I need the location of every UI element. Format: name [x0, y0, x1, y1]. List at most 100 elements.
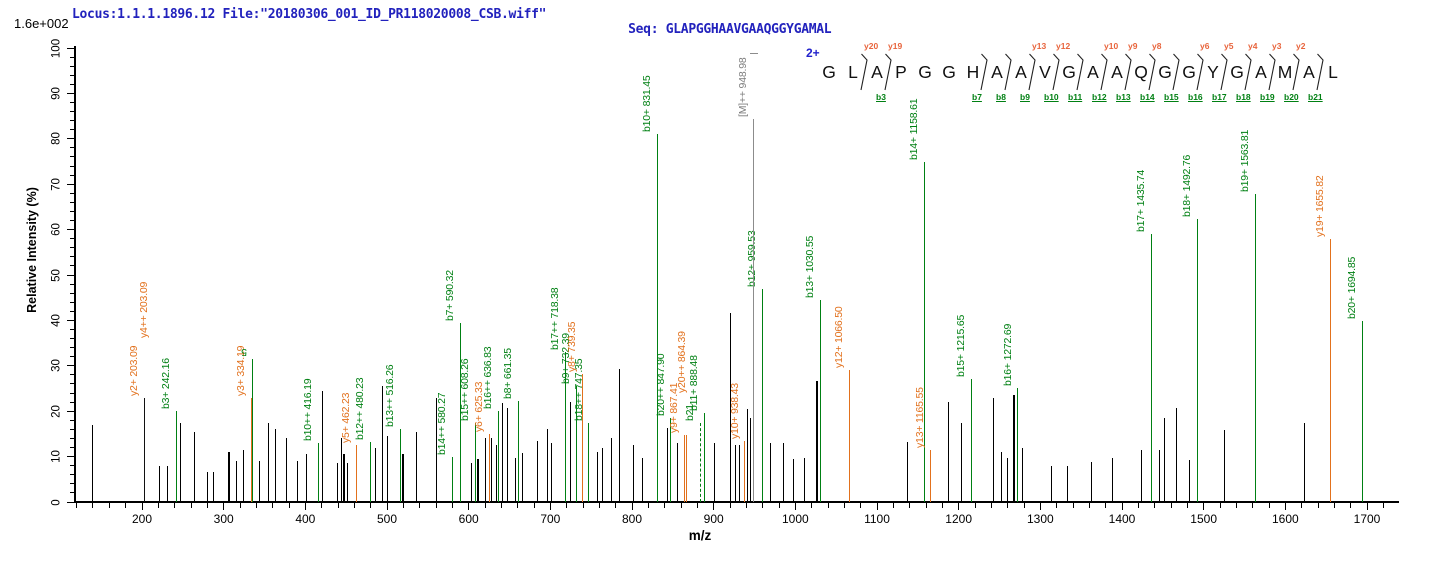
x-tick	[1219, 503, 1221, 508]
y-tick	[70, 492, 74, 494]
y-axis-line	[74, 46, 76, 503]
peak-b-ion-b7	[460, 322, 462, 502]
peak-b-ion-b12++	[370, 442, 372, 502]
x-tick	[1301, 503, 1303, 508]
peak-b-ion-b13	[819, 299, 821, 502]
peak-unmatched	[375, 447, 377, 502]
peak-unmatched	[793, 458, 795, 502]
peak-label-text: b10++ 416.19	[302, 378, 315, 441]
y-ion-label-y13: y13	[1032, 41, 1047, 51]
peak-b-ion-b3	[175, 411, 177, 502]
x-tick	[958, 503, 960, 510]
sequence-residue: L	[1328, 62, 1338, 82]
b-ion-label-b9: b9	[1020, 92, 1030, 102]
x-tick	[713, 503, 715, 510]
y-tick	[70, 301, 74, 303]
y-tick	[70, 210, 74, 212]
x-tick	[500, 503, 502, 508]
peak-unmatched	[677, 443, 679, 502]
sequence-residue: A	[1111, 62, 1123, 82]
peak-unmatched	[179, 422, 181, 502]
sequence-residue: A	[991, 62, 1003, 82]
y-ion-label-y12: y12	[1056, 41, 1071, 51]
x-tick	[288, 503, 290, 508]
peak-unmatched	[1000, 452, 1002, 502]
peak-b-ion-b20	[1362, 321, 1364, 502]
y-tick-label: 70	[50, 177, 63, 191]
peak-unmatched	[746, 408, 748, 502]
peak-unmatched	[484, 438, 486, 502]
x-tick	[860, 503, 862, 508]
peak-unmatched	[1141, 450, 1143, 502]
sequence-residue: H	[966, 62, 980, 82]
x-tick	[1252, 503, 1254, 508]
y-tick	[70, 111, 74, 113]
sequence-residue: A	[1015, 62, 1027, 82]
peak-unmatched	[159, 465, 161, 502]
peak-unmatched	[602, 447, 604, 502]
peak-unmatched	[507, 408, 509, 502]
y-tick	[70, 465, 74, 467]
x-tick	[1170, 503, 1172, 508]
x-tick	[762, 503, 764, 508]
peak-unmatched	[1007, 457, 1009, 502]
peak-b-ion-b21	[699, 422, 701, 502]
sequence-residue: A	[1255, 62, 1267, 82]
x-tick	[1235, 503, 1237, 508]
peak-y-ion-y19	[1330, 238, 1332, 502]
peak-precursor	[753, 119, 755, 502]
peak-unmatched	[1176, 408, 1178, 502]
x-tick	[598, 503, 600, 508]
peak-unmatched	[1091, 462, 1093, 502]
x-tick-label: 700	[540, 512, 561, 526]
peak-label-text: b14+ 1158.61	[908, 98, 921, 160]
x-tick	[1382, 503, 1384, 508]
y-ion-label-y2: y2	[1296, 41, 1306, 51]
peak-label-text: b14++ 580.27	[436, 392, 449, 455]
y-tick	[70, 129, 74, 131]
x-tick	[223, 503, 225, 510]
x-tick	[239, 503, 241, 508]
x-tick-label: 200	[131, 512, 153, 526]
y-tick	[70, 401, 74, 403]
y-tick	[67, 183, 74, 185]
b-ion-label-b3: b3	[876, 92, 886, 102]
peak-unmatched	[547, 429, 549, 502]
x-tick-label: 1000	[781, 512, 809, 526]
y-tick	[70, 120, 74, 122]
x-tick	[941, 503, 943, 508]
x-tick	[484, 503, 486, 508]
b-ion-label-b17: b17	[1212, 92, 1227, 102]
x-tick	[272, 503, 274, 508]
y-axis-title: Relative Intensity (%)	[25, 187, 39, 313]
peak-unmatched	[436, 397, 438, 502]
x-tick	[925, 503, 927, 508]
peak-b-ion-b18	[1197, 218, 1199, 502]
x-tick	[827, 503, 829, 508]
peak-label-text: b20+ 1694.85	[1346, 257, 1359, 320]
peak-label-text: y20++ 864.39	[675, 331, 688, 394]
y-tick	[70, 292, 74, 294]
peak-unmatched	[522, 453, 524, 502]
b-ion-label-b15: b15	[1164, 92, 1179, 102]
y-tick	[70, 265, 74, 267]
sequence-residue: A	[871, 62, 883, 82]
sequence-residue: V	[1039, 62, 1051, 82]
peak-y-ion-y6	[488, 433, 490, 502]
y-tick	[70, 419, 74, 421]
peak-b-ion-b17++	[564, 352, 566, 502]
y-tick	[70, 247, 74, 249]
x-tick	[141, 503, 143, 510]
b-ion-label-b16: b16	[1188, 92, 1203, 102]
peak-label-text: b12+ 959.53	[745, 230, 758, 287]
x-tick	[157, 503, 159, 508]
peak-unmatched	[296, 461, 298, 502]
peak-unmatched	[252, 358, 254, 502]
y-ion-label-y6: y6	[1200, 41, 1210, 51]
peak-unmatched	[259, 461, 261, 502]
y-tick-label: 60	[50, 223, 63, 236]
seq-label: Seq:	[628, 22, 659, 37]
x-tick	[451, 503, 453, 508]
x-tick	[647, 503, 649, 508]
y-tick	[70, 192, 74, 194]
